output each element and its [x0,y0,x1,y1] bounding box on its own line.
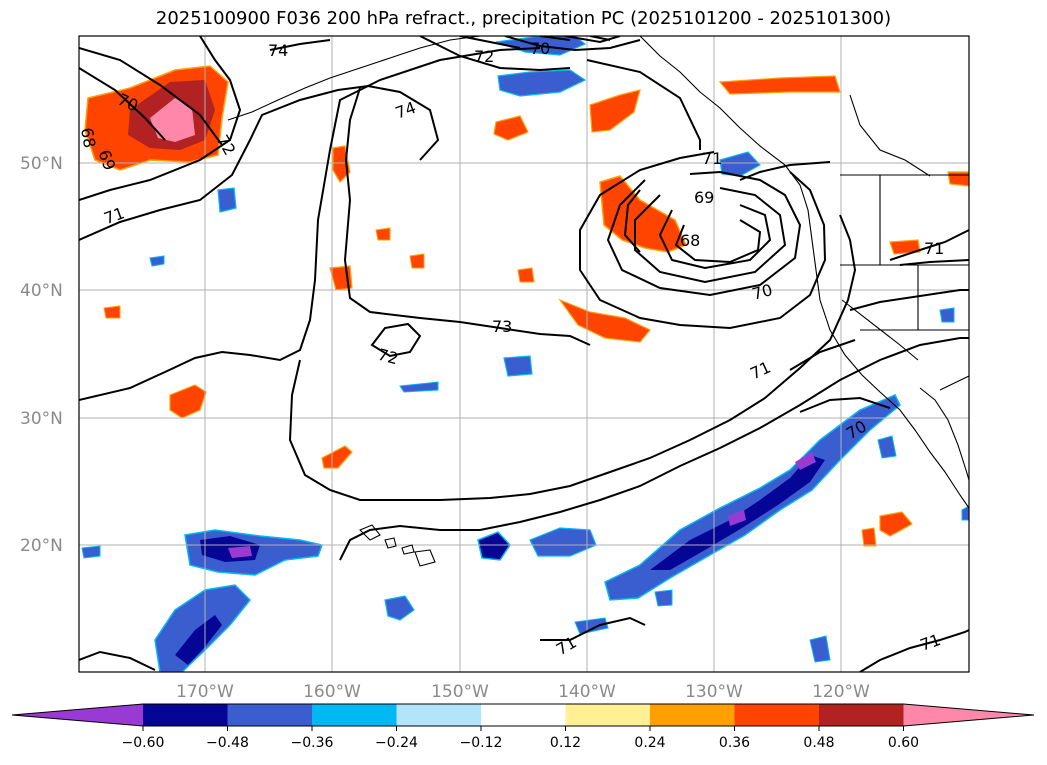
colorbar-segment [143,704,228,726]
colorbar-segment [650,704,735,726]
map-frame [78,35,970,673]
lon-label-170w: 170°W [176,682,234,702]
colorbar-segment [227,704,312,726]
contour-label: 72 [474,47,494,66]
contour-label: 71 [702,149,722,168]
lat-label-30n: 30°N [20,409,63,429]
colorbar-extend-high [903,704,1034,726]
lon-label-130w: 130°W [685,682,743,702]
lon-label-160w: 160°W [303,682,361,702]
longitude-labels: 170°W 160°W 150°W 140°W 130°W 120°W [176,682,870,702]
contour-label: 68 [680,231,700,250]
contour-label: 70 [530,39,550,58]
colorbar-segment [312,704,397,726]
colorbar: −0.60 −0.48 −0.36 −0.24 −0.12 0.12 0.24 0.36 0.4… [11,703,1035,751]
colorbar-segment [396,704,481,726]
latitude-labels: 50°N 40°N 30°N 20°N [20,154,63,556]
contour-label: 71 [747,357,773,383]
lat-label-20n: 20°N [20,536,63,556]
colorbar-tick-label: −0.24 [375,735,418,751]
colorbar-segment [481,704,566,726]
contour-label: 74 [268,41,288,60]
map-title: 2025100900 F036 200 hPa refract., precip… [155,8,892,29]
colorbar-segment [565,704,650,726]
colorbar-extend-low [12,704,143,726]
contour-label: 72 [376,345,401,369]
colorbar-segment [819,704,904,726]
contour-label: 71 [924,239,944,258]
lat-label-40n: 40°N [20,281,63,301]
colorbar-tick-label: 0.60 [888,735,919,751]
contour-label: 71 [101,203,127,228]
colorbar-tick-label: −0.48 [206,735,249,751]
lat-label-50n: 50°N [20,154,63,174]
graticule [79,36,969,672]
colorbar-segment [734,704,819,726]
colorbar-tick-label: 0.48 [803,735,834,751]
contour-label: 68 [77,126,99,149]
colorbar-tick-label: 0.12 [550,735,581,751]
lon-label-150w: 150°W [431,682,489,702]
colorbar-tick-label: −0.36 [291,735,334,751]
colorbar-tick-label: 0.24 [634,735,665,751]
colorbar-tick-label: 0.36 [719,735,750,751]
lon-label-120w: 120°W [812,682,870,702]
lon-label-140w: 140°W [558,682,616,702]
colorbar-tick-label: −0.12 [460,735,503,751]
contour-label: 70 [750,280,775,304]
contour-label: 71 [918,630,944,655]
colorbar-tick-label: −0.60 [122,735,165,751]
contour-label: 69 [694,188,714,207]
refractivity-contours [79,36,969,672]
contour-label: 73 [492,317,512,336]
